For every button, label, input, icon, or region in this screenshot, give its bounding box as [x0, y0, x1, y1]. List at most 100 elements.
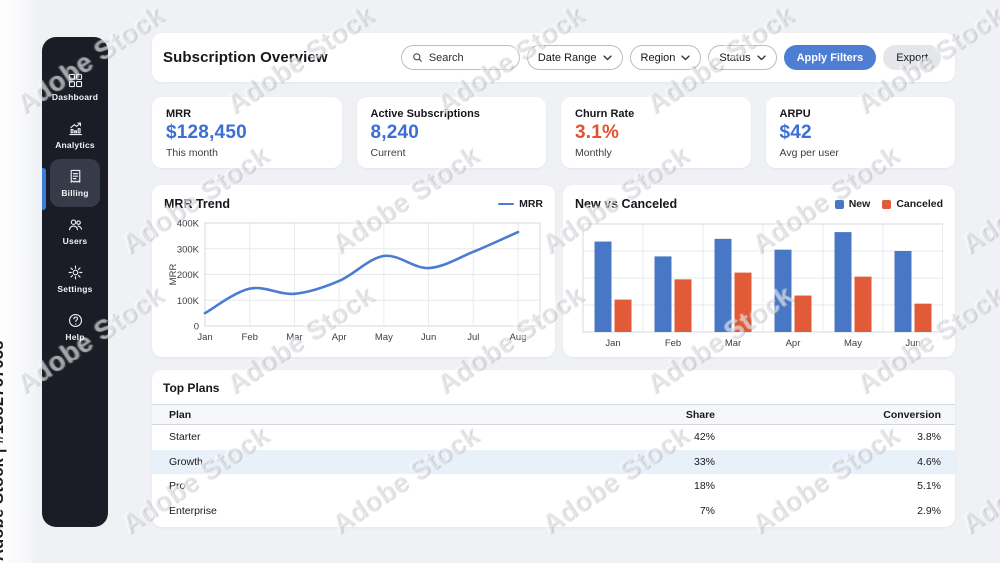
- svg-text:Mar: Mar: [286, 332, 302, 343]
- legend-swatch: [882, 199, 892, 209]
- active-item-indicator: [42, 168, 46, 210]
- svg-text:Jan: Jan: [605, 338, 620, 349]
- table-row-growth[interactable]: Growth 33% 4.6%: [152, 449, 955, 474]
- column-header-conversion: Conversion: [883, 408, 941, 421]
- svg-text:100K: 100K: [177, 296, 200, 307]
- sidebar-item-label: Help: [65, 332, 85, 342]
- cell-plan: Pro: [169, 480, 186, 493]
- kpi-card-arpu: ARPU $42 Avg per user: [765, 97, 955, 168]
- mrr-trend-title: MRR Trend: [164, 197, 230, 211]
- legend-item-mrr: MRR: [498, 198, 543, 210]
- kpi-subtitle: Current: [370, 147, 406, 159]
- export-button[interactable]: Export: [883, 45, 941, 70]
- mrr-trend-header: MRR Trend MRR: [164, 195, 543, 213]
- svg-text:May: May: [844, 338, 862, 349]
- cell-share: 7%: [699, 504, 715, 517]
- svg-text:300K: 300K: [177, 244, 200, 255]
- chevron-down-icon: [681, 54, 691, 60]
- svg-text:Aug: Aug: [510, 332, 527, 343]
- kpi-subtitle: Monthly: [575, 147, 612, 159]
- new-vs-canceled-card: New vs Canceled New Canceled Jan Feb Mar Apr…: [563, 185, 955, 357]
- kpi-value: $42: [779, 122, 812, 143]
- sidebar-item-billing[interactable]: Billing: [50, 159, 100, 207]
- top-plans-card: Top Plans Plan Share Conversion Starter 42%…: [152, 370, 955, 527]
- kpi-value: 8,240: [370, 122, 420, 143]
- kpi-subtitle: This month: [166, 147, 218, 159]
- kpi-label: MRR: [166, 108, 192, 120]
- filter-status-dropdown[interactable]: Status: [708, 45, 777, 70]
- cell-plan: Enterprise: [169, 504, 217, 517]
- column-header-plan: Plan: [169, 408, 192, 421]
- line-legend-swatch: [498, 202, 515, 206]
- sidebar-item-users[interactable]: Users: [50, 207, 100, 255]
- filter-region-dropdown[interactable]: Region: [629, 45, 702, 70]
- sidebar-item-settings[interactable]: Settings: [50, 255, 100, 303]
- sidebar-item-dashboard[interactable]: Dashboard: [50, 63, 100, 111]
- mrr-trend-chart: 0 100K 200K 300K 400K Jan Feb Mar Apr May Jun Jul Au…: [168, 219, 541, 343]
- kpi-label: Active Subscriptions: [370, 108, 480, 120]
- svg-text:200K: 200K: [177, 270, 200, 281]
- svg-text:MRR: MRR: [168, 264, 179, 286]
- sidebar-item-analytics[interactable]: Analytics: [50, 111, 100, 159]
- legend-item-new: New: [834, 198, 870, 210]
- apply-filters-button[interactable]: Apply Filters: [783, 45, 877, 70]
- table-header-row: Plan Share Conversion: [152, 404, 955, 425]
- billing-icon: [70, 169, 80, 183]
- kpi-value: $128,450: [166, 122, 247, 143]
- table-row-enterprise[interactable]: Enterprise 7% 2.9%: [152, 499, 955, 524]
- search-input[interactable]: [428, 51, 507, 64]
- left-margin-strip: [0, 0, 38, 563]
- table-row-pro[interactable]: Pro 18% 5.1%: [152, 474, 955, 499]
- svg-text:400K: 400K: [177, 219, 200, 230]
- kpi-card-churn-rate: Churn Rate 3.1% Monthly: [561, 97, 751, 168]
- adobe-stock-watermark: Adobe Stock: [955, 139, 1000, 260]
- settings-icon: [68, 265, 82, 280]
- search-box[interactable]: [400, 45, 520, 70]
- mrr-trend-legend: MRR: [498, 198, 543, 210]
- svg-text:Jul: Jul: [467, 332, 479, 343]
- kpi-value: 3.1%: [575, 122, 620, 143]
- table-row-starter[interactable]: Starter 42% 3.8%: [152, 425, 955, 450]
- cell-share: 42%: [693, 431, 715, 444]
- filter-date-range-dropdown[interactable]: Date Range: [526, 45, 623, 70]
- charts-row: MRR Trend MRR 0 100K 200K 300K 400K Jan Feb Mar…: [152, 185, 955, 357]
- kpi-row: MRR $128,450 This month Active Subscription…: [152, 97, 955, 168]
- kpi-label: Churn Rate: [575, 108, 635, 120]
- cell-conversion: 4.6%: [917, 455, 941, 468]
- svg-text:Apr: Apr: [332, 332, 347, 343]
- column-header-share: Share: [685, 408, 715, 421]
- search-icon: [413, 53, 422, 63]
- cell-conversion: 3.8%: [917, 431, 941, 444]
- sidebar-item-help[interactable]: Help: [50, 303, 100, 351]
- svg-text:Jun: Jun: [421, 332, 436, 343]
- sidebar-item-label: Users: [62, 236, 88, 246]
- dashboard-icon: [68, 73, 82, 88]
- analytics-icon: [68, 122, 82, 136]
- legend-swatch: [834, 199, 844, 209]
- sidebar-item-label: Analytics: [55, 140, 95, 150]
- kpi-card-mrr: MRR $128,450 This month: [152, 97, 342, 168]
- svg-text:May: May: [375, 332, 393, 343]
- chevron-down-icon: [602, 54, 612, 60]
- adobe-stock-watermark: Adobe Stock: [955, 419, 1000, 540]
- top-plans-title: Top Plans: [163, 381, 220, 395]
- new-vs-canceled-header: New vs Canceled New Canceled: [575, 195, 943, 213]
- help-icon: [68, 313, 82, 328]
- sidebar-item-label: Dashboard: [51, 92, 99, 102]
- new-vs-canceled-legend: New Canceled: [834, 198, 943, 210]
- cell-share: 18%: [693, 480, 715, 493]
- legend-label: MRR: [519, 198, 543, 210]
- kpi-subtitle: Avg per user: [779, 147, 839, 159]
- svg-text:Feb: Feb: [242, 332, 258, 343]
- mrr-trend-card: MRR Trend MRR 0 100K 200K 300K 400K Jan Feb Mar…: [152, 185, 555, 357]
- sidebar-nav: Dashboard Analytics Billing Users Settings He…: [42, 63, 108, 351]
- svg-text:Jan: Jan: [197, 332, 212, 343]
- cell-plan: Starter: [169, 431, 201, 444]
- kpi-label: ARPU: [779, 108, 811, 120]
- table-body: Starter 42% 3.8% Growth 33% 4.6% Pro 18% 5.1% Ent…: [152, 425, 955, 523]
- new-vs-canceled-title: New vs Canceled: [575, 197, 678, 211]
- cell-share: 33%: [693, 455, 715, 468]
- legend-item-canceled: Canceled: [882, 198, 943, 210]
- svg-text:Feb: Feb: [665, 338, 681, 349]
